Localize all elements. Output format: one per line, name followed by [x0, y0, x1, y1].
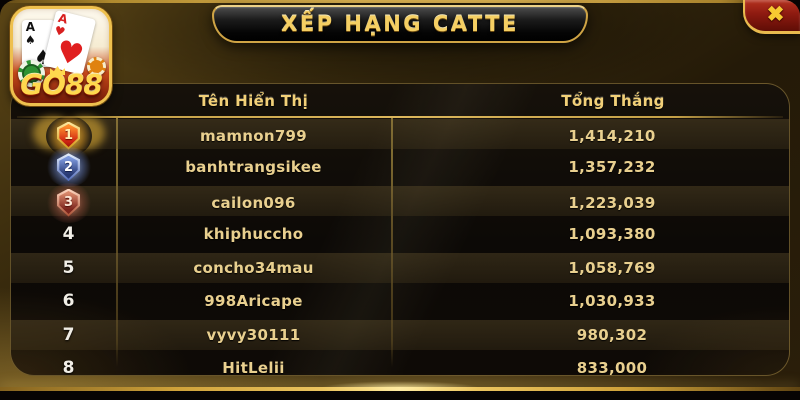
- leaderboard-row: 2 banhtrangsikee 1,357,232: [11, 147, 789, 188]
- close-button[interactable]: ✖: [743, 0, 800, 34]
- leaderboard-row: 1 mamnon799 1,414,210: [11, 115, 789, 156]
- rank-number: 3: [63, 195, 74, 210]
- leaderboard-table: Tên Hiển Thị Tổng Thắng 1 mamnon799 1,41…: [10, 83, 790, 376]
- green-poker-chip-icon: [18, 60, 45, 87]
- rank-cell: 4: [11, 218, 116, 252]
- leaderboard-row: 6 998Aricape 1,030,933: [11, 285, 789, 319]
- rank-number: 4: [62, 224, 75, 245]
- leaderboard-rows: 1 mamnon799 1,414,210 2 banhtrangsikee 1…: [11, 115, 789, 376]
- panel-top-border: [0, 0, 800, 3]
- player-name: vyvy30111: [206, 325, 301, 344]
- rank-number: 5: [62, 257, 75, 278]
- rank-cell: 5: [11, 253, 116, 283]
- column-header-name: Tên Hiển Thị: [198, 92, 309, 110]
- header-divider-line: [17, 116, 783, 118]
- total-win-value: 980,302: [576, 325, 648, 344]
- crown-icon: [50, 66, 65, 75]
- rank-number: 1: [63, 128, 74, 143]
- rank-medal-icon: 3: [45, 182, 92, 223]
- total-win-value: 1,058,769: [568, 258, 656, 277]
- rank-number: 2: [63, 159, 74, 175]
- column-header-total: Tổng Thắng: [561, 92, 665, 110]
- total-win-value: 1,357,232: [568, 158, 656, 177]
- medal-shield: 1: [57, 121, 80, 150]
- total-win-value: 1,093,380: [568, 225, 656, 244]
- total-win-value: 1,030,933: [568, 292, 656, 311]
- rank-cell: 7: [11, 320, 116, 350]
- player-name: HitLelii: [222, 359, 285, 376]
- total-win-value: 1,414,210: [568, 126, 656, 145]
- close-icon: ✖: [766, 2, 785, 26]
- rank-cell: 2: [11, 147, 116, 188]
- total-win-value: 1,223,039: [568, 193, 656, 212]
- orange-poker-chip-icon: [87, 57, 106, 76]
- leaderboard-row: 7 vyvy30111 980,302: [11, 318, 789, 352]
- player-name: concho34mau: [193, 258, 314, 277]
- player-name: 998Aricape: [204, 292, 303, 311]
- dialog-title: XẾP HẠNG CATTE: [281, 12, 519, 36]
- rank-number: 7: [62, 324, 75, 345]
- column-divider-name-total: [391, 118, 393, 367]
- player-name: cailon096: [211, 193, 296, 212]
- column-divider-rank-name: [116, 118, 118, 367]
- rank-cell: 6: [11, 285, 116, 319]
- leaderboard-row: 8 HitLelii 833,000: [11, 352, 789, 376]
- rank-cell: 8: [11, 352, 116, 376]
- rank-number: 8: [62, 358, 75, 376]
- medal-shield: 3: [57, 188, 80, 217]
- player-name: banhtrangsikee: [185, 158, 322, 177]
- dialog-title-banner: XẾP HẠNG CATTE: [212, 5, 588, 43]
- rank-medal-icon: 2: [45, 147, 92, 188]
- go88-logo: A ♠ ♠ A ♥ ♥ GO88: [10, 6, 112, 106]
- ranking-dialog-panel: Tên Hiển Thị Tổng Thắng 1 mamnon799 1,41…: [0, 0, 800, 391]
- leaderboard-row: 4 khiphuccho 1,093,380: [11, 218, 789, 252]
- leaderboard-row: 5 concho34mau 1,058,769: [11, 251, 789, 285]
- rank-cell: 3: [11, 182, 116, 223]
- rank-medal-icon: 1: [45, 115, 92, 156]
- rank-cell: 1: [11, 115, 116, 156]
- player-name: khiphuccho: [203, 225, 304, 244]
- leaderboard-row: 3 cailon096 1,223,039: [11, 182, 789, 223]
- panel-bottom-glow-line: [0, 387, 800, 391]
- medal-shield: 2: [57, 153, 80, 182]
- player-name: mamnon799: [199, 126, 308, 145]
- total-win-value: 833,000: [576, 359, 648, 376]
- rank-number: 6: [62, 291, 75, 312]
